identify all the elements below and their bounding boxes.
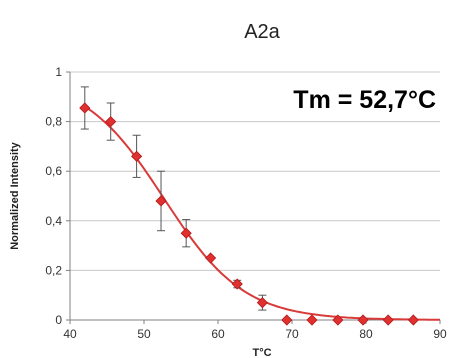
data-markers <box>79 102 419 326</box>
tm-annotation: Tm = 52,7°C <box>293 86 436 114</box>
x-axis-label: T°C <box>252 347 271 358</box>
y-tick-label: 0 <box>55 313 62 327</box>
data-point <box>180 227 192 239</box>
fit-curve <box>84 105 441 321</box>
data-point <box>382 314 394 326</box>
data-point <box>357 314 369 326</box>
y-axis-label: Normalized Intensity <box>9 141 21 249</box>
data-point <box>332 314 344 326</box>
fit-curve-layer <box>84 105 441 321</box>
chart-title: A2a <box>244 21 280 43</box>
x-tick-label: 40 <box>63 327 77 341</box>
x-tick-label: 60 <box>211 327 225 341</box>
plot-axes <box>66 71 441 324</box>
y-tick-label: 1 <box>55 65 62 79</box>
data-point <box>231 278 243 290</box>
x-tick-label: 50 <box>137 327 151 341</box>
data-point <box>79 102 91 114</box>
y-tick-label: 0,8 <box>45 115 62 129</box>
y-tick-label: 0,6 <box>45 164 62 178</box>
data-point <box>155 195 167 207</box>
data-point <box>131 150 143 162</box>
x-tick-label: 90 <box>433 327 447 341</box>
x-tick-label: 70 <box>285 327 299 341</box>
data-point <box>407 314 419 326</box>
data-point <box>256 297 268 309</box>
y-tick-label: 0,4 <box>45 214 62 228</box>
data-point <box>205 252 217 264</box>
y-tick-label: 0,2 <box>45 263 62 277</box>
data-point <box>281 314 293 326</box>
grid <box>70 71 440 271</box>
data-point <box>306 314 318 326</box>
y-tick-labels: 0 0,2 0,4 0,6 0,8 1 <box>45 65 62 327</box>
data-point <box>105 116 117 128</box>
x-tick-label: 80 <box>359 327 373 341</box>
x-tick-labels: 40 50 60 70 80 90 <box>63 327 447 341</box>
